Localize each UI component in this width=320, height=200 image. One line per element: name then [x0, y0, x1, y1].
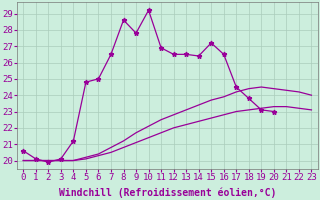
X-axis label: Windchill (Refroidissement éolien,°C): Windchill (Refroidissement éolien,°C)	[59, 187, 276, 198]
